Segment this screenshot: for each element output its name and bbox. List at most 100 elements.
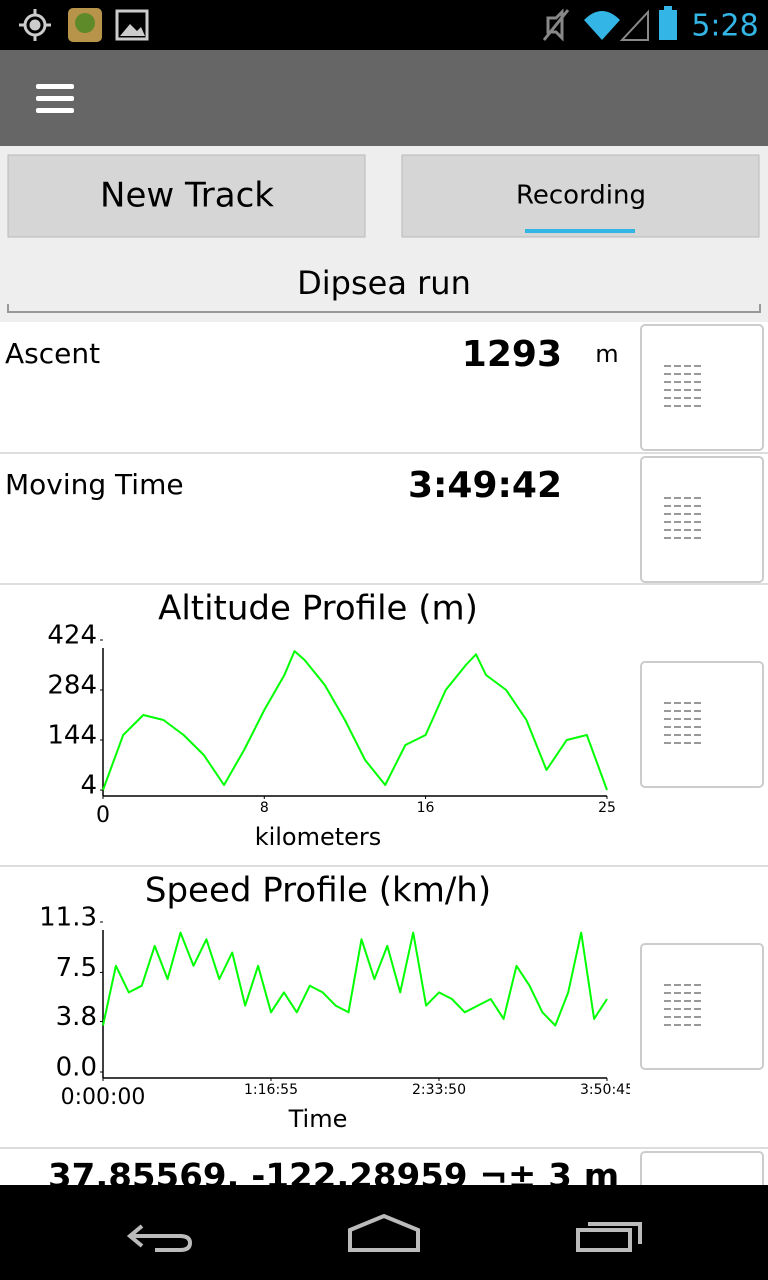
new-track-label: New Track [100,176,274,216]
settings-icon-dot [664,734,671,736]
settings-icon-dot [674,521,681,523]
settings-icon-dot [674,984,681,986]
settings-icon-dot [664,1016,671,1018]
x-tick-label: 25 [598,800,616,816]
settings-icon-dot [684,984,691,986]
settings-icon-dot [694,710,701,712]
x-axis-title: kilometers [255,823,382,851]
settings-icon-dot [694,381,701,383]
x-tick-label: 2:33:50 [412,1082,466,1098]
settings-icon-dot [674,710,681,712]
settings-icon-dot [664,1000,671,1002]
recording-label: Recording [516,181,646,211]
recording-button[interactable] [401,154,760,238]
settings-buttons [640,324,764,1278]
status-bar [0,0,768,50]
settings-icon-dot [664,742,671,744]
settings-icon-dot [694,718,701,720]
settings-icon-dot [684,397,691,399]
x-tick-label: 1:16:55 [244,1082,298,1098]
settings-icon-dot [664,397,671,399]
image-icon [115,9,149,41]
recording-indicator [525,229,635,233]
wifi-icon [584,11,620,40]
settings-icon-dot [674,742,681,744]
stat-value: 3:49:42 [408,465,562,506]
settings-icon-dot [684,718,691,720]
app-icon-tree [75,13,95,33]
settings-icon-dot [664,405,671,407]
settings-icon-dot [694,389,701,391]
settings-button[interactable] [640,456,764,583]
settings-button[interactable] [640,661,764,788]
settings-icon-dot [674,529,681,531]
new-track-button[interactable] [7,154,366,238]
settings-icon-dot [664,381,671,383]
y-tick-label: 424 [47,621,97,651]
settings-icon-dot [694,365,701,367]
mute-icon [542,8,570,42]
settings-icon-dot [694,1024,701,1026]
settings-icon-dot [684,381,691,383]
settings-icon-dot [684,537,691,539]
y-tick-label: 7.5 [56,953,97,983]
settings-icon-dot [664,497,671,499]
settings-icon-dot [674,726,681,728]
signal-icon [619,9,649,41]
settings-icon-dot [684,505,691,507]
settings-icon-dot [674,513,681,515]
settings-icon-dot [694,405,701,407]
settings-icon-dot [694,521,701,523]
settings-icon-dot [674,1008,681,1010]
settings-icon-dot [664,537,671,539]
menu-button[interactable] [36,84,74,113]
chart-title: Altitude Profile (m) [158,589,478,629]
settings-icon-dot [664,726,671,728]
settings-icon-dot [694,529,701,531]
nav-bar [0,1185,768,1280]
data-line [102,931,608,1027]
settings-icon-dot [664,984,671,986]
settings-button[interactable] [640,943,764,1070]
settings-icon-dot [694,397,701,399]
settings-icon-dot [684,1016,691,1018]
settings-icon-dot [694,992,701,994]
settings-icon-dot [684,521,691,523]
settings-icon-dot [664,702,671,704]
track-name[interactable]: Dipsea run [297,264,471,302]
x-axis-title: Time [288,1105,348,1133]
home-button[interactable] [348,1213,420,1252]
settings-icon-dot [694,726,701,728]
settings-icon-dot [674,397,681,399]
settings-icon-dot [664,992,671,994]
settings-icon-dot [694,1016,701,1018]
stat-value: 1293 [462,334,562,375]
settings-icon-dot [674,365,681,367]
settings-icon-dot [664,1024,671,1026]
settings-icon-dot [664,505,671,507]
settings-icon-dot [684,513,691,515]
settings-icon-dot [664,1008,671,1010]
data-line [102,650,608,791]
settings-icon-dot [664,529,671,531]
settings-icon-dot [684,373,691,375]
settings-icon-dot [684,529,691,531]
x-tick-label: 0 [96,803,110,828]
x-tick-label: 16 [417,800,435,816]
settings-icon-dot [674,1000,681,1002]
settings-button[interactable] [640,324,764,451]
settings-icon-dot [684,1000,691,1002]
y-tick-label: 144 [47,721,97,751]
track-name-underline [7,304,761,313]
charts: Altitude Profile (m) 4 144 284 424 0 8 16 25 kilo… [39,589,630,1134]
settings-icon-dot [674,497,681,499]
settings-icon-dot [674,389,681,391]
settings-icon-dot [664,365,671,367]
settings-icon-dot [674,992,681,994]
settings-icon-dot [694,505,701,507]
settings-icon-dot [694,702,701,704]
stat-label: Ascent [5,337,100,370]
recents-button[interactable] [576,1222,642,1252]
back-button[interactable] [126,1224,193,1252]
settings-icon-dot [664,389,671,391]
